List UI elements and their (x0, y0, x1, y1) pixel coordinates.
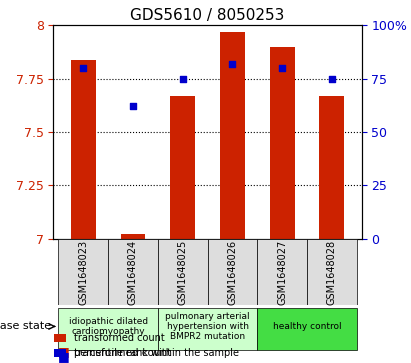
Text: healthy control: healthy control (272, 322, 341, 331)
FancyBboxPatch shape (257, 308, 357, 350)
FancyBboxPatch shape (58, 308, 158, 350)
Point (229, 61, 236, 67)
Text: GSM1648025: GSM1648025 (178, 240, 188, 305)
FancyBboxPatch shape (208, 239, 257, 305)
Text: disease state: disease state (0, 322, 51, 331)
Text: transformed count: transformed count (74, 347, 171, 358)
Point (80, 65, 87, 71)
Point (180, 76, 186, 82)
Text: GSM1648027: GSM1648027 (277, 240, 287, 305)
FancyBboxPatch shape (108, 239, 158, 305)
FancyBboxPatch shape (158, 308, 257, 350)
Bar (220, 32, 245, 239)
Text: idiopathic dilated
cardiomyopathy: idiopathic dilated cardiomyopathy (69, 317, 148, 336)
Point (328, 76, 335, 82)
Bar (270, 47, 295, 239)
Text: pulmonary arterial
hypertension with
BMPR2 mutation: pulmonary arterial hypertension with BMP… (165, 311, 250, 341)
Title: GDS5610 / 8050253: GDS5610 / 8050253 (130, 8, 285, 23)
Bar (170, 96, 195, 239)
Bar (120, 234, 145, 239)
Point (279, 65, 285, 71)
Text: ■: ■ (58, 344, 69, 358)
FancyBboxPatch shape (58, 239, 108, 305)
Point (130, 103, 136, 109)
Text: GSM1648026: GSM1648026 (227, 240, 238, 305)
Bar (71, 60, 96, 239)
FancyBboxPatch shape (307, 239, 357, 305)
Bar (319, 96, 344, 239)
Text: GSM1648023: GSM1648023 (78, 240, 88, 305)
Text: ■: ■ (58, 350, 69, 363)
Legend: transformed count, percentile rank within the sample: transformed count, percentile rank withi… (54, 333, 239, 358)
Text: GSM1648028: GSM1648028 (327, 240, 337, 305)
FancyBboxPatch shape (158, 239, 208, 305)
Text: GSM1648024: GSM1648024 (128, 240, 138, 305)
FancyBboxPatch shape (257, 239, 307, 305)
